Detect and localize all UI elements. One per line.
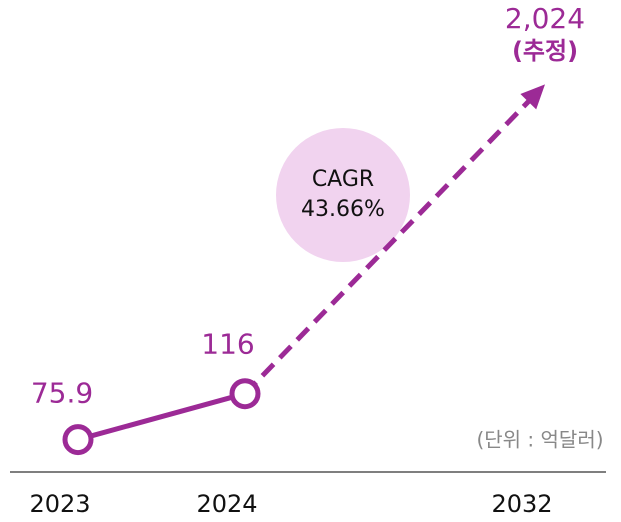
value-label: 75.9	[31, 377, 93, 410]
unit-note: (단위 : 억달러)	[476, 428, 603, 452]
cagr-value: 43.66%	[301, 197, 385, 222]
point-marker	[229, 378, 261, 410]
value-label: 2,024	[505, 2, 585, 35]
arrowhead	[520, 84, 545, 110]
x-tick-label: 2032	[491, 490, 552, 518]
estimate-label: (추정)	[512, 37, 578, 65]
line-forecast	[243, 95, 535, 396]
value-label: 116	[201, 328, 254, 361]
point-marker	[62, 424, 94, 456]
x-tick-label: 2023	[29, 490, 90, 518]
line-actual	[77, 391, 246, 442]
x-tick-label: 2024	[196, 490, 257, 518]
cagr-title: CAGR	[312, 167, 374, 192]
cagr-bubble	[276, 128, 410, 262]
